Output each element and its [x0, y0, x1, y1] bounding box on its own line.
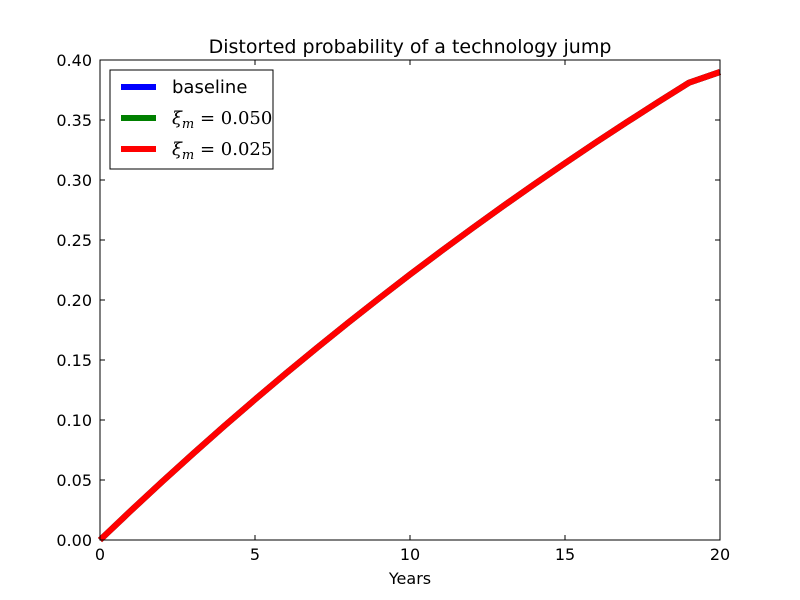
- series-layer: [97, 69, 721, 543]
- legend-label-2: ξm = 0.050: [172, 108, 272, 132]
- tick-layer: 0 5 10 15 20 0.00 0.05 0.10 0.15 0.20 0.25 0.30 0.35…: [56, 51, 730, 564]
- chart-title: Distorted probability of a technology ju…: [209, 36, 612, 58]
- y-tick-label: 0.20: [56, 291, 92, 310]
- y-tick-label: 0.25: [56, 231, 92, 250]
- x-tick-label: 10: [400, 545, 420, 564]
- y-tick-label: 0.15: [56, 351, 92, 370]
- y-tick-label: 0.05: [56, 471, 92, 490]
- series-line-3: [97, 69, 721, 543]
- y-tick-label: 0.40: [56, 51, 92, 70]
- y-tick-label: 0.10: [56, 411, 92, 430]
- y-tick-label: 0.35: [56, 111, 92, 130]
- legend-label-1: baseline: [172, 77, 247, 98]
- y-tick-label: 0.30: [56, 171, 92, 190]
- x-axis-label: Years: [388, 569, 431, 588]
- legend-label-3: ξm = 0.025: [172, 139, 272, 163]
- x-tick-label: 5: [250, 545, 260, 564]
- x-tick-label: 15: [555, 545, 575, 564]
- x-tick-label: 20: [710, 545, 730, 564]
- x-tick-label: 0: [95, 545, 105, 564]
- legend: baseline ξm = 0.050 ξm = 0.025: [109, 69, 274, 170]
- y-tick-label: 0.00: [56, 531, 92, 550]
